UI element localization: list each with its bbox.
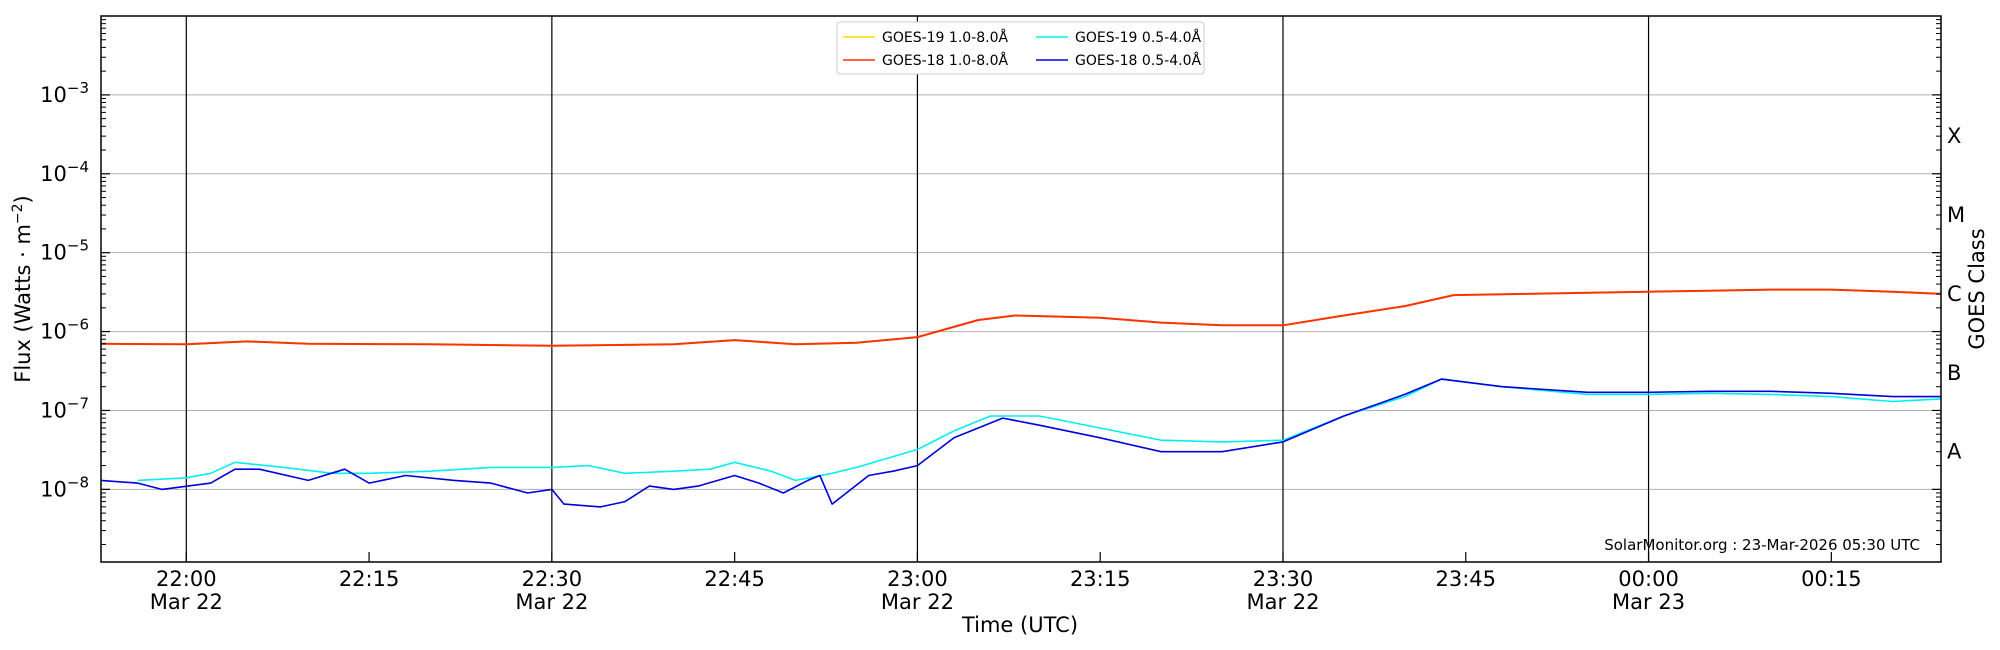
x-tick-label: 22:15 [339,567,400,591]
x-tick-label: 22:00 [156,567,217,591]
y-axis-title-exponent: −2 [10,203,26,224]
grid-layer [101,94,1941,490]
tick-layer [101,19,1941,562]
y-tick-base: 10 [40,477,67,501]
y-axis-title-main: Flux (Watts · m [11,224,35,383]
goes-class-label: X [1947,124,1961,148]
x-tick-label: 22:30 [522,567,583,591]
x-tick-label: 23:00 [887,567,948,591]
legend-label-goes19-short: GOES-19 0.5-4.0Å [1075,29,1201,46]
x-tick-label: 23:45 [1436,567,1497,591]
credit-text: SolarMonitor.org : 23-Mar-2026 05:30 UTC [1604,536,1920,554]
goes-class-label: C [1947,282,1962,306]
series-line-1 [100,288,1942,347]
y-tick-base: 10 [40,83,67,107]
y-tick-label: 10−6 [40,316,89,344]
goes-class-label: B [1947,361,1961,385]
y-tick-exponent: −3 [67,79,89,97]
y-tick-exponent: −6 [67,316,89,334]
y-tick-label: 10−3 [40,79,89,107]
plot-frame [100,15,1942,563]
goes-class-label: A [1947,440,1962,464]
y-tick-exponent: −7 [67,394,89,412]
y-tick-base: 10 [40,320,67,344]
x-tick-date-label: Mar 23 [1612,590,1685,614]
y-tick-exponent: −5 [67,237,89,255]
y-tick-labels: 10−810−710−610−510−410−3 [40,79,89,501]
x-tick-date-label: Mar 22 [515,590,588,614]
goes-class-label: M [1947,203,1965,227]
y-tick-base: 10 [40,241,67,265]
y-tick-label: 10−8 [40,473,89,501]
x-tick-date-label: Mar 22 [150,590,223,614]
y-axis-title-close: ) [11,195,35,203]
x-tick-label: 23:30 [1253,567,1314,591]
legend-box [836,21,1205,75]
x-tick-label: 23:15 [1070,567,1131,591]
y2-axis-title: GOES Class [1965,228,1989,349]
legend: GOES-19 1.0-8.0Å GOES-18 1.0-8.0Å GOES-1… [836,21,1205,75]
y-tick-exponent: −4 [67,158,89,176]
goes-class-labels: A B C M X [1947,124,1965,464]
series-line-2 [137,378,1942,482]
legend-label-goes18-short: GOES-18 0.5-4.0Å [1075,52,1201,69]
series-layer [100,288,1942,508]
y-tick-base: 10 [40,398,67,422]
legend-label-goes19-long: GOES-19 1.0-8.0Å [882,29,1008,46]
y-tick-base: 10 [40,162,67,186]
y-tick-exponent: −8 [67,473,89,491]
y-tick-label: 10−5 [40,237,89,265]
y-tick-label: 10−4 [40,158,89,186]
day-marker-lines [185,16,1650,562]
series-line-3 [100,378,1941,508]
x-axis-title: Time (UTC) [961,613,1078,637]
x-tick-label: 00:00 [1618,567,1679,591]
x-tick-label: 22:45 [704,567,765,591]
y-tick-label: 10−7 [40,394,89,422]
x-tick-date-label: Mar 22 [1246,590,1319,614]
y-axis-title: Flux (Watts · m−2) [10,195,35,383]
x-tick-date-label: Mar 22 [881,590,954,614]
x-tick-label: 00:15 [1801,567,1862,591]
legend-label-goes18-long: GOES-18 1.0-8.0Å [882,52,1008,69]
